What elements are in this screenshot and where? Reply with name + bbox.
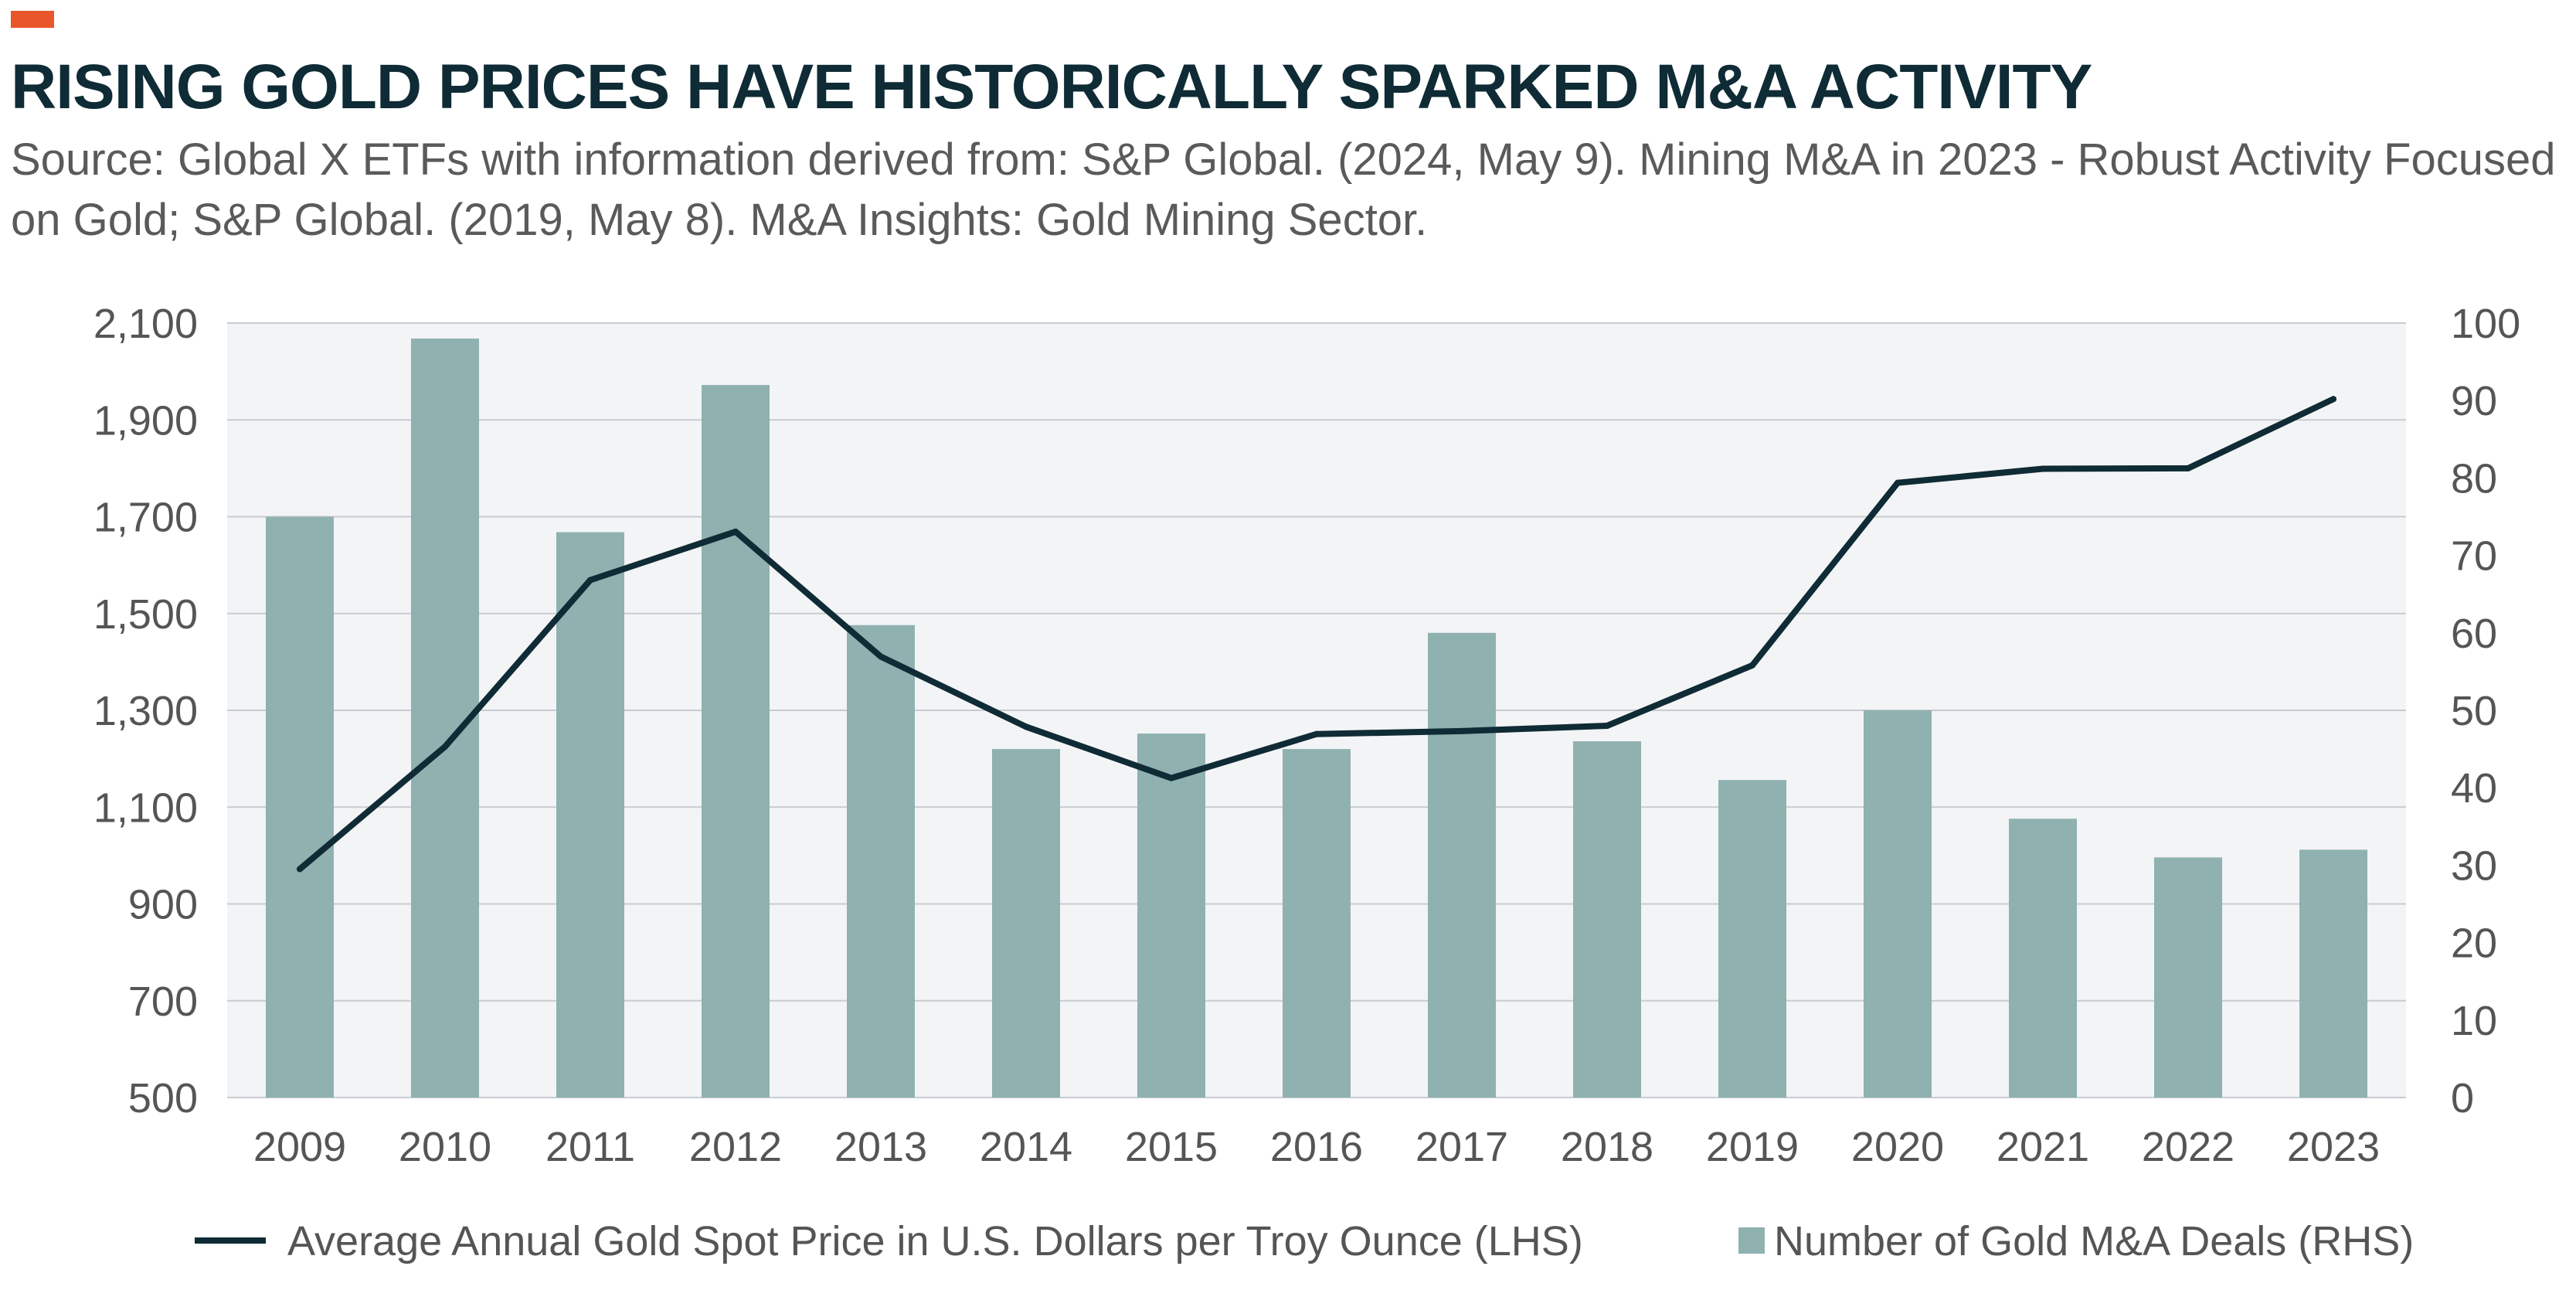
right-axis-tick-label: 100 <box>2451 301 2520 347</box>
x-axis-tick-label: 2015 <box>1125 1124 1218 1170</box>
right-axis-tick-label: 60 <box>2451 611 2497 657</box>
x-axis-tick-label: 2011 <box>545 1124 635 1170</box>
x-axis-tick-label: 2012 <box>689 1124 782 1170</box>
bar-2022 <box>2154 857 2222 1098</box>
bar-2020 <box>1864 710 1932 1098</box>
bar-2021 <box>2009 819 2077 1098</box>
left-axis-tick-label: 700 <box>128 979 198 1025</box>
x-axis: 2009 2010 2011 2012 2013 2014 2015 2016 2017 2018… <box>253 1124 2380 1170</box>
bar-2013 <box>847 625 915 1098</box>
line-point-2021 <box>2040 465 2046 472</box>
bar-2023 <box>2299 849 2367 1098</box>
line-point-2016 <box>1313 730 1320 737</box>
right-axis-tick-label: 10 <box>2451 998 2497 1044</box>
left-axis-tick-label: 1,100 <box>93 785 198 831</box>
chart-subtitle: Source: Global X ETFs with information d… <box>11 134 2556 245</box>
x-axis-tick-label: 2018 <box>1561 1124 1653 1170</box>
left-axis-tick-label: 1,700 <box>93 495 198 541</box>
line-point-2011 <box>587 577 593 584</box>
right-axis-tick-label: 0 <box>2451 1075 2474 1122</box>
x-axis-tick-label: 2013 <box>834 1124 927 1170</box>
line-point-2010 <box>442 743 448 750</box>
right-axis-tick-label: 80 <box>2451 455 2497 502</box>
right-axis-tick-label: 20 <box>2451 921 2497 967</box>
bar-2016 <box>1283 749 1351 1098</box>
line-point-2015 <box>1168 774 1174 781</box>
bar-series <box>266 339 2367 1098</box>
bar-2019 <box>1718 780 1786 1098</box>
line-point-2018 <box>1604 723 1610 730</box>
legend-bar-label: Number of Gold M&A Deals (RHS) <box>1774 1218 2414 1264</box>
x-axis-tick-label: 2009 <box>253 1124 346 1170</box>
accent-bar <box>11 11 54 28</box>
line-point-2014 <box>1023 723 1029 730</box>
bar-2015 <box>1137 733 1205 1098</box>
left-axis-tick-label: 1,500 <box>93 591 198 638</box>
legend-line-label: Average Annual Gold Spot Price in U.S. D… <box>287 1218 1583 1264</box>
line-point-2022 <box>2185 465 2191 471</box>
legend: Average Annual Gold Spot Price in U.S. D… <box>195 1218 2414 1264</box>
line-point-2020 <box>1895 479 1901 486</box>
line-point-2017 <box>1459 727 1465 734</box>
line-point-2009 <box>297 866 303 873</box>
x-axis-tick-label: 2023 <box>2287 1124 2380 1170</box>
x-axis-tick-label: 2021 <box>1997 1124 2089 1170</box>
left-axis: 2,100 1,900 1,700 1,500 1,300 1,100 900 700 500 <box>93 301 198 1122</box>
x-axis-tick-label: 2014 <box>980 1124 1072 1170</box>
x-axis-tick-label: 2022 <box>2142 1124 2234 1170</box>
bar-2018 <box>1573 741 1641 1098</box>
line-point-2012 <box>732 528 739 535</box>
chart-title: RISING GOLD PRICES HAVE HISTORICALLY SPA… <box>11 52 2092 122</box>
left-axis-tick-label: 900 <box>128 882 198 928</box>
left-axis-tick-label: 1,900 <box>93 397 198 444</box>
line-point-2023 <box>2330 396 2336 403</box>
bar-2011 <box>556 532 624 1098</box>
right-axis-tick-label: 30 <box>2451 842 2497 889</box>
x-axis-tick-label: 2010 <box>399 1124 491 1170</box>
right-axis-tick-label: 50 <box>2451 688 2497 734</box>
left-axis-tick-label: 500 <box>128 1075 198 1122</box>
legend-bar-swatch <box>1738 1227 1765 1254</box>
bar-2009 <box>266 516 334 1098</box>
left-axis-tick-label: 1,300 <box>93 688 198 734</box>
line-series <box>297 396 2336 873</box>
right-axis-tick-label: 90 <box>2451 378 2497 424</box>
bar-2017 <box>1428 632 1496 1098</box>
left-axis-tick-label: 2,100 <box>93 301 198 347</box>
x-axis-tick-label: 2017 <box>1415 1124 1508 1170</box>
x-axis-tick-label: 2016 <box>1270 1124 1363 1170</box>
bar-2012 <box>702 385 770 1098</box>
bar-2014 <box>992 749 1060 1098</box>
line-point-2019 <box>1749 662 1755 669</box>
right-axis-tick-label: 40 <box>2451 765 2497 812</box>
line-point-2013 <box>878 653 884 660</box>
x-axis-tick-label: 2020 <box>1851 1124 1944 1170</box>
right-axis-tick-label: 70 <box>2451 533 2497 580</box>
x-axis-tick-label: 2019 <box>1706 1124 1799 1170</box>
